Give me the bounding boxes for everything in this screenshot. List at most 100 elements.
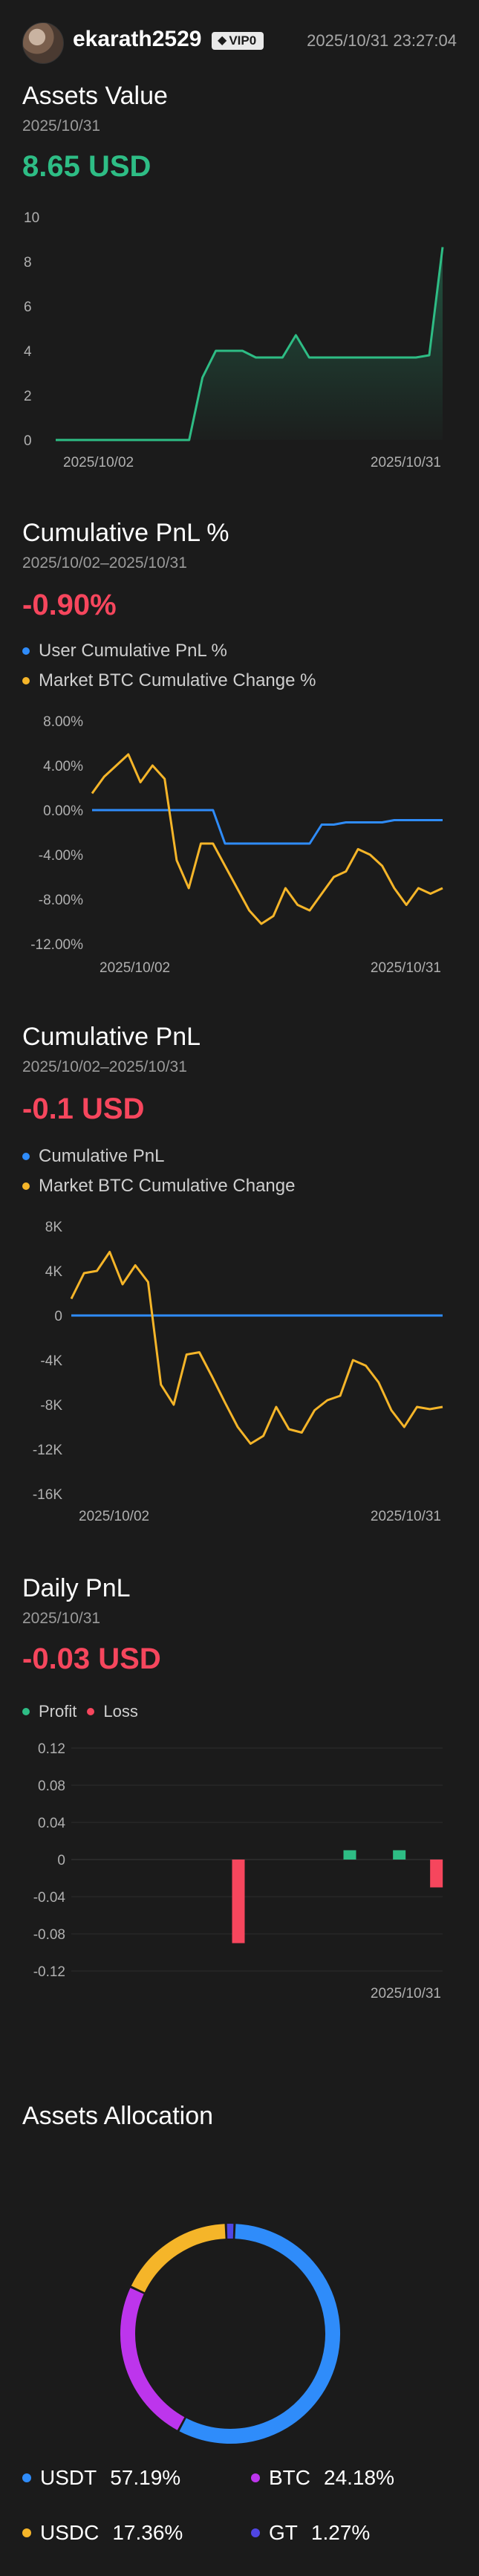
usdt-dot-icon	[22, 2473, 31, 2482]
y-tick-label: 4K	[45, 1264, 63, 1280]
assets-value-chart[interactable]: 10 8 6 4 2 0 2025/10/02 2025/10/31	[0, 201, 479, 483]
cum-pnl-pct-date: 2025/10/02–2025/10/31	[22, 554, 187, 572]
allocation-pct: 17.36%	[112, 2521, 183, 2544]
assets-area-fill	[56, 247, 443, 440]
allocation-pct: 24.18%	[324, 2466, 394, 2489]
y-tick-label: -0.08	[33, 1927, 65, 1943]
allocation-donut-chart[interactable]	[0, 2155, 479, 2497]
y-tick-label: -4.00%	[39, 848, 83, 864]
orange-dot-icon	[22, 677, 30, 685]
btc-dot-icon	[251, 2473, 260, 2482]
x-tick-label: 2025/10/31	[371, 1509, 441, 1524]
allocation-pct: 57.19%	[110, 2466, 181, 2489]
allocation-name: BTC	[269, 2466, 310, 2489]
x-tick-label: 2025/10/02	[79, 1509, 149, 1524]
green-dot-icon	[22, 1708, 30, 1715]
legend-label: Market BTC Cumulative Change	[39, 1176, 296, 1196]
y-tick-label: 6	[24, 300, 32, 315]
cum-pnl-value: -0.1 USD	[22, 1093, 145, 1125]
legend-label: Market BTC Cumulative Change %	[39, 670, 316, 690]
username: ekarath2529	[73, 27, 202, 51]
assets-line	[56, 247, 444, 441]
user-cum-pnl-pct-line	[92, 809, 443, 845]
y-tick-label: -12.00%	[30, 937, 83, 953]
assets-value-date: 2025/10/31	[22, 117, 101, 135]
vip-badge: ◆ VIP0	[212, 32, 264, 50]
y-tick-label: 0	[57, 1853, 65, 1868]
blue-dot-icon	[22, 647, 30, 655]
allocation-title: Assets Allocation	[22, 2102, 214, 2130]
donut-slice-usdt	[179, 2224, 340, 2444]
cum-pnl-pct-title: Cumulative PnL %	[22, 519, 229, 547]
donut-slice-btc	[120, 2288, 185, 2430]
y-tick-label: -8.00%	[39, 893, 83, 908]
donut-slice-usdc	[131, 2224, 226, 2293]
allocation-item-gt: GT 1.27%	[251, 2521, 370, 2545]
legend-loss: Loss	[103, 1702, 138, 1721]
x-tick-label: 2025/10/02	[63, 455, 134, 470]
header: ekarath2529 ◆ VIP0 2025/10/31 23:27:04	[0, 0, 479, 82]
cum-pnl-pct-value: -0.90%	[22, 589, 117, 621]
cum-pnl-title: Cumulative PnL	[22, 1023, 201, 1051]
market-btc-line	[70, 1251, 443, 1445]
daily-pnl-date: 2025/10/31	[22, 1610, 101, 1627]
blue-dot-icon	[22, 1153, 30, 1160]
timestamp: 2025/10/31 23:27:04	[307, 31, 457, 50]
cum-pnl-pct-chart[interactable]: 8.00% 4.00% 0.00% -4.00% -8.00% -12.00% 2025/1…	[0, 706, 479, 981]
diamond-icon: ◆	[218, 34, 227, 47]
y-tick-label: -8K	[40, 1398, 62, 1414]
legend-cum-pnl: Cumulative PnL	[22, 1146, 164, 1167]
profit-bar	[343, 1850, 356, 1860]
y-tick-label: 4.00%	[43, 759, 83, 774]
legend-market-btc-pct: Market BTC Cumulative Change %	[22, 670, 316, 691]
assets-value-title: Assets Value	[22, 82, 168, 110]
y-tick-label: 0.00%	[43, 803, 83, 819]
avatar[interactable]	[22, 22, 64, 64]
allocation-item-btc: BTC 24.18%	[251, 2466, 394, 2490]
y-tick-label: 4	[24, 344, 32, 360]
y-tick-label: -0.04	[33, 1890, 66, 1906]
legend-label: User Cumulative PnL %	[39, 641, 227, 661]
x-tick-label: 2025/10/31	[371, 1986, 441, 2001]
x-tick-label: 2025/10/31	[371, 455, 441, 470]
y-tick-label: 8.00%	[43, 714, 83, 730]
allocation-item-usdc: USDC 17.36%	[22, 2521, 183, 2545]
y-tick-label: 10	[24, 210, 39, 226]
gt-dot-icon	[251, 2528, 260, 2537]
y-tick-label: 8K	[45, 1220, 63, 1235]
loss-bar	[430, 1860, 443, 1888]
y-tick-label: 8	[24, 255, 32, 271]
allocation-name: USDT	[40, 2466, 97, 2489]
usdc-dot-icon	[22, 2528, 31, 2537]
red-dot-icon	[87, 1708, 95, 1715]
assets-value-amount: 8.65 USD	[22, 150, 151, 183]
loss-bar	[232, 1860, 245, 1944]
x-tick-label: 2025/10/02	[100, 960, 170, 976]
profit-bar	[393, 1850, 406, 1860]
daily-pnl-legend: Profit Loss	[22, 1702, 138, 1721]
vip-label: VIP0	[229, 33, 257, 48]
legend-user-cum-pnl-pct: User Cumulative PnL %	[22, 641, 227, 661]
cum-pnl-date: 2025/10/02–2025/10/31	[22, 1058, 187, 1075]
market-btc-pct-line	[91, 753, 443, 925]
allocation-pct: 1.27%	[310, 2521, 371, 2544]
y-tick-label: -0.12	[33, 1964, 65, 1980]
legend-profit: Profit	[39, 1702, 77, 1721]
legend-market-btc: Market BTC Cumulative Change	[22, 1176, 295, 1197]
cum-pnl-chart[interactable]: 8K 4K 0 -4K -8K -12K -16K 2025/10/02 2025/10/31	[0, 1211, 479, 1538]
y-tick-label: 0	[54, 1309, 62, 1324]
daily-pnl-chart[interactable]: 0.12 0.08 0.04 0 -0.04 -0.08 -0.12 2025/10/31	[0, 1732, 479, 2051]
y-tick-label: -16K	[33, 1487, 62, 1503]
orange-dot-icon	[22, 1182, 30, 1190]
daily-pnl-value: -0.03 USD	[22, 1643, 161, 1675]
y-tick-label: -12K	[33, 1443, 62, 1458]
y-tick-label: -4K	[40, 1353, 62, 1369]
y-tick-label: 0.12	[38, 1741, 65, 1757]
allocation-name: GT	[269, 2521, 298, 2544]
x-tick-label: 2025/10/31	[371, 960, 441, 976]
daily-pnl-title: Daily PnL	[22, 1574, 131, 1602]
y-tick-label: 0	[24, 433, 32, 449]
allocation-name: USDC	[40, 2521, 100, 2544]
legend-label: Cumulative PnL	[39, 1146, 165, 1166]
allocation-item-usdt: USDT 57.19%	[22, 2466, 180, 2490]
